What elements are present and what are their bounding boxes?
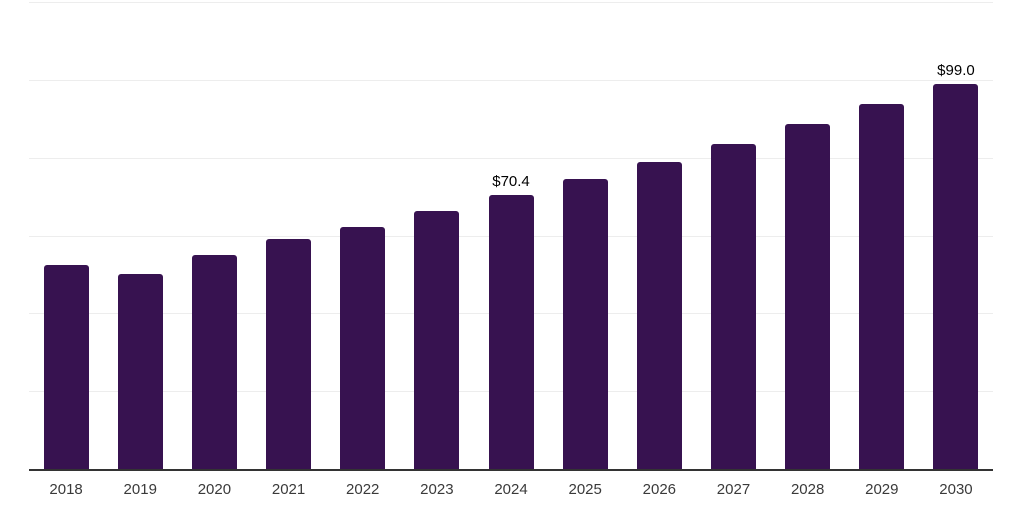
x-tick-label-2019: 2019 bbox=[123, 481, 157, 498]
bar-slot-2018 bbox=[29, 2, 103, 469]
x-tick-label-2023: 2023 bbox=[420, 481, 454, 498]
plot-area: $70.4 $99.0 bbox=[29, 2, 993, 471]
bar-2030 bbox=[933, 83, 979, 469]
bar-2027 bbox=[710, 144, 756, 469]
bar-2026 bbox=[636, 162, 682, 469]
x-tick-label-2018: 2018 bbox=[49, 481, 83, 498]
bar-slot-2026 bbox=[622, 2, 696, 469]
bar-slot-2029 bbox=[845, 2, 919, 469]
x-tick-label-2027: 2027 bbox=[716, 481, 751, 498]
x-tick-label-2024: 2024 bbox=[494, 481, 528, 498]
bar-2021 bbox=[266, 239, 312, 469]
bar-slot-2030: $99.0 bbox=[919, 2, 993, 469]
x-tick-label-2021: 2021 bbox=[271, 481, 306, 498]
bar-slot-2021 bbox=[251, 2, 325, 469]
bar-2025 bbox=[562, 179, 608, 469]
value-label-2024: $70.4 bbox=[492, 173, 530, 191]
bar-slot-2020 bbox=[177, 2, 251, 469]
x-tick-label-2025: 2025 bbox=[568, 481, 602, 498]
bar-slot-2024: $70.4 bbox=[474, 2, 548, 469]
bar-2018 bbox=[43, 265, 89, 469]
bar-2028 bbox=[785, 124, 831, 469]
x-tick-label-2022: 2022 bbox=[346, 481, 380, 498]
bar-chart: $70.4 $99.0 2018 2019 2020 2021 2022 2023 2024 2… bbox=[29, 2, 993, 510]
bar-2020 bbox=[191, 254, 237, 469]
x-tick-label-2029: 2029 bbox=[865, 481, 899, 498]
bar-2019 bbox=[117, 273, 163, 469]
x-axis-labels: 2018 2019 2020 2021 2022 2023 2024 2025 2026 2027… bbox=[29, 481, 993, 498]
x-tick-label-2026: 2026 bbox=[642, 481, 677, 498]
bar-slot-2025 bbox=[548, 2, 622, 469]
bar-2022 bbox=[340, 226, 386, 469]
gridline-100 bbox=[29, 79, 993, 81]
x-tick-label-2030: 2030 bbox=[939, 481, 973, 498]
bar-2023 bbox=[414, 210, 460, 469]
bar-slot-2028 bbox=[771, 2, 845, 469]
bar-slot-2022 bbox=[326, 2, 400, 469]
bar-slot-2027 bbox=[696, 2, 770, 469]
x-tick-label-2028: 2028 bbox=[790, 481, 825, 498]
bar-2024 bbox=[488, 195, 534, 469]
value-label-2030: $99.0 bbox=[937, 61, 975, 79]
bar-slot-2019 bbox=[103, 2, 177, 469]
bars-row: $70.4 $99.0 bbox=[29, 2, 993, 469]
x-tick-label-2020: 2020 bbox=[197, 481, 232, 498]
gridline-80 bbox=[29, 157, 993, 159]
bar-slot-2023 bbox=[400, 2, 474, 469]
gridline-120 bbox=[29, 2, 993, 3]
bar-2029 bbox=[859, 103, 905, 469]
